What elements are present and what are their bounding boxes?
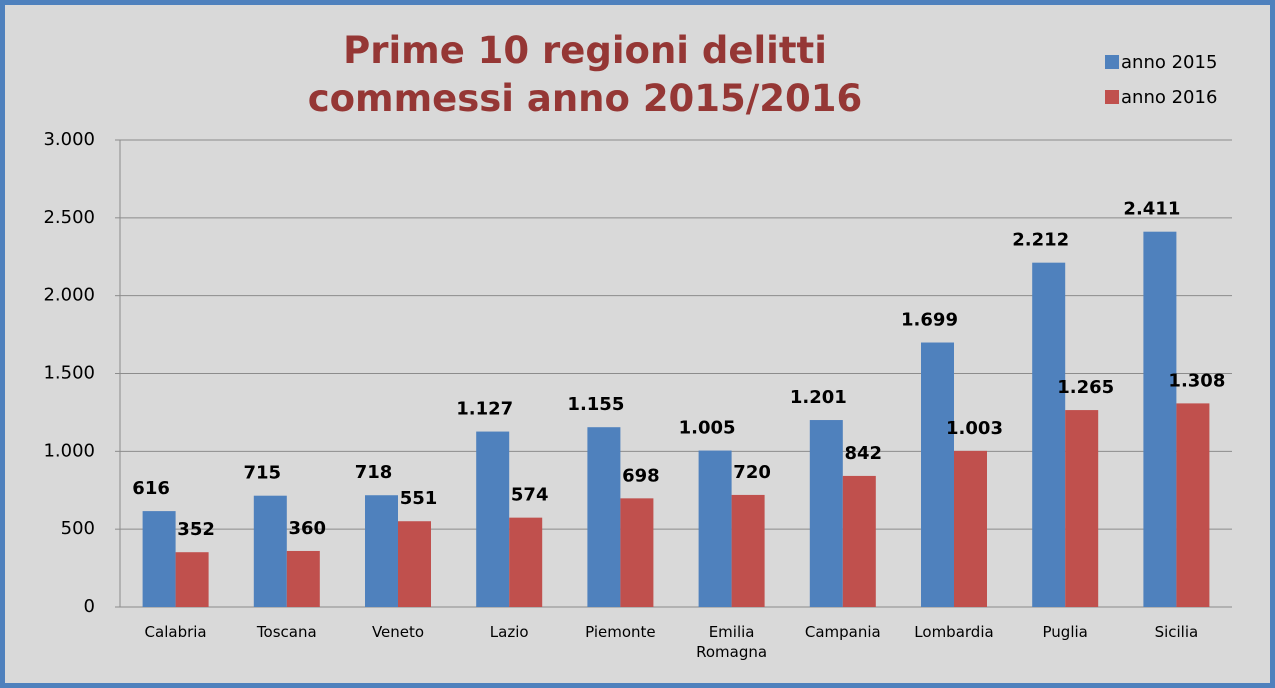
y-tick-label: 500	[61, 518, 95, 539]
data-label: 1.005	[679, 418, 736, 439]
data-label: 842	[845, 443, 883, 464]
data-label: 2.212	[1012, 230, 1069, 251]
x-tick-label: Campania	[804, 623, 881, 641]
y-tick-label: 1.500	[43, 363, 95, 384]
legend-swatch	[1105, 55, 1119, 69]
bar	[731, 494, 765, 607]
data-label: 1.699	[901, 310, 958, 331]
bar	[1032, 262, 1066, 607]
x-tick-label: Sicilia	[1154, 623, 1199, 641]
x-tick-label: Lazio	[489, 623, 529, 641]
x-tick-label: Toscana	[256, 623, 317, 641]
bar	[1065, 410, 1099, 607]
bar	[476, 431, 510, 607]
data-label: 1.201	[790, 387, 847, 408]
data-label: 1.003	[946, 418, 1003, 439]
data-label: 720	[733, 462, 771, 483]
legend-label: anno 2016	[1121, 87, 1217, 108]
x-tick-label: Piemonte	[585, 623, 656, 641]
data-label: 1.265	[1057, 377, 1114, 398]
chart-title: Prime 10 regioni delitti commessi anno 2…	[307, 29, 863, 120]
x-tick-label: Puglia	[1042, 623, 1088, 641]
bar	[1143, 231, 1177, 607]
bar	[286, 550, 320, 607]
bar	[620, 498, 654, 607]
bar	[509, 517, 543, 607]
chart: 0 500 1.000 1.500 2.000 2.500 3.000 616 352 715 36…	[43, 52, 1232, 617]
x-tick-label: Veneto	[371, 623, 425, 641]
legend-swatch	[1105, 90, 1119, 104]
data-label: 2.411	[1123, 199, 1180, 220]
bar	[1176, 403, 1210, 607]
bar	[253, 495, 287, 607]
legend-label: anno 2015	[1121, 52, 1217, 73]
data-label: 718	[355, 462, 393, 483]
data-label: 1.127	[456, 399, 513, 420]
data-label: 352	[177, 519, 215, 540]
bar	[365, 495, 398, 607]
y-tick-label: 1.000	[43, 440, 95, 461]
bar	[809, 420, 843, 607]
y-tick-label: 0	[84, 596, 95, 617]
y-tick-label: 2.000	[43, 285, 95, 306]
data-label: 360	[289, 518, 327, 539]
y-tick-label: 2.500	[43, 207, 95, 228]
x-tick-label: Lombardia	[914, 623, 994, 641]
bar	[587, 427, 621, 607]
bar	[954, 450, 987, 607]
bar	[842, 475, 876, 607]
x-tick-label: Emilia Romagna	[696, 623, 768, 661]
bar	[921, 342, 954, 607]
bar	[142, 511, 176, 607]
x-tick-label: Calabria	[144, 623, 207, 641]
data-label: 551	[400, 488, 438, 509]
data-label: 1.155	[567, 394, 624, 415]
data-label: 715	[244, 463, 282, 484]
y-tick-label: 3.000	[43, 129, 95, 150]
bar	[698, 450, 732, 607]
data-label: 616	[132, 478, 170, 499]
data-label: 574	[511, 485, 549, 506]
data-label: 698	[622, 465, 660, 486]
bar	[398, 521, 431, 607]
bar	[175, 552, 209, 607]
data-label: 1.308	[1168, 370, 1225, 391]
